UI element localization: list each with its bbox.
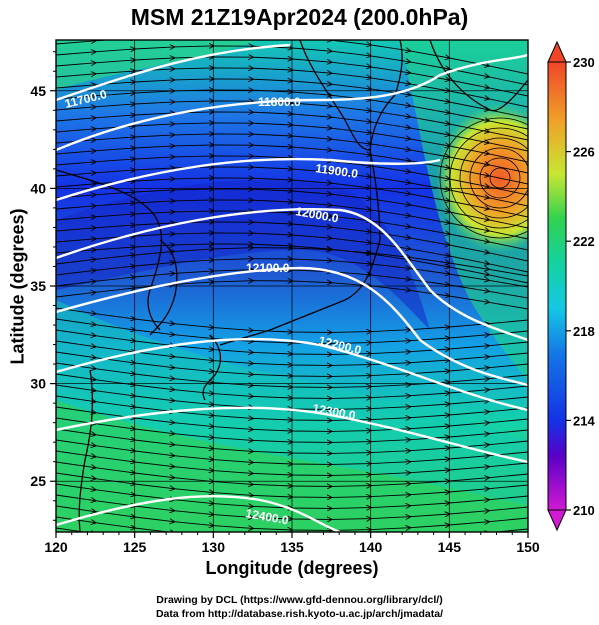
x-tick-label: 150 — [516, 539, 540, 555]
colorbar-tick-label: 230 — [573, 55, 595, 70]
colorbar-tick-label: 226 — [573, 145, 595, 160]
cyclone-streamline — [439, 117, 528, 239]
y-tick-label: 45 — [30, 83, 46, 99]
contour-label-12100: 12100.0 — [246, 261, 290, 275]
y-tick-label: 40 — [30, 180, 46, 196]
contour-11900 — [56, 157, 441, 202]
cyclone-streamline — [489, 167, 511, 189]
x-tick-label: 130 — [202, 539, 226, 555]
x-tick-label: 120 — [44, 539, 68, 555]
contour-11800 — [56, 53, 528, 152]
cyclone-streamline — [449, 127, 528, 229]
credit-dcl: Drawing by DCL (https://www.gfd-dennou.o… — [156, 594, 443, 606]
contour-label-11800: 11800.0 — [258, 95, 301, 109]
colorbar-scale — [547, 61, 567, 511]
streamline — [56, 516, 528, 532]
colorbar-min-arrow — [547, 509, 567, 532]
cyclone-streamline — [479, 157, 521, 199]
contour-12300 — [56, 406, 528, 464]
colorbar-tick-label: 210 — [573, 503, 595, 518]
x-tick-label: 145 — [438, 539, 462, 555]
credit-data-source: Data from http://database.rish.kyoto-u.a… — [155, 608, 444, 620]
contour-12100 — [56, 266, 528, 387]
y-tick-label: 25 — [30, 473, 46, 489]
x-axis-label: Longitude (degrees) — [205, 558, 379, 578]
y-axis: 25 30 35 40 45 — [30, 51, 56, 521]
x-tick-label: 135 — [280, 539, 304, 555]
x-tick-label: 125 — [123, 539, 147, 555]
contour-label-11900: 11900.0 — [315, 161, 360, 181]
x-axis: 120 125 130 135 140 145 150 — [44, 532, 540, 555]
y-tick-label: 30 — [30, 376, 46, 392]
colorbar-tick-label: 214 — [573, 413, 595, 428]
colorbar-max-arrow — [547, 40, 567, 63]
contour-12200 — [56, 337, 528, 412]
cyclone-streamline — [459, 137, 528, 219]
plot-area: 11700.0 11800.0 11900.0 12000.0 12100.0 … — [56, 40, 528, 532]
y-axis-label: Latitude (degrees) — [7, 208, 28, 365]
colorbar: 210 214 218 222 226 230 — [547, 40, 595, 532]
colorbar-tick-label: 218 — [573, 324, 595, 339]
contour-11700 — [56, 43, 291, 102]
contour-12000 — [56, 208, 528, 342]
wind-streamlines — [56, 40, 528, 532]
height-contours — [56, 43, 528, 532]
x-tick-label: 140 — [359, 539, 383, 555]
contour-12400 — [56, 494, 341, 532]
chart-title: MSM 21Z19Apr2024 (200.0hPa) — [130, 4, 469, 30]
colorbar-tick-label: 222 — [573, 234, 595, 249]
cyclone-streamline — [469, 147, 528, 209]
streamline — [56, 281, 528, 310]
y-tick-label: 35 — [30, 278, 46, 294]
